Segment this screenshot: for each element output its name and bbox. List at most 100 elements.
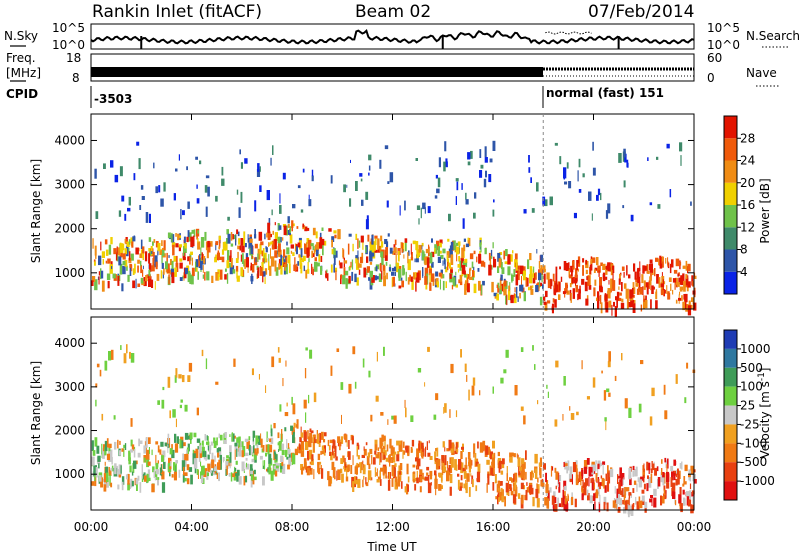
- velocity-cell: [291, 458, 293, 465]
- velocity-cell: [632, 503, 635, 508]
- power-cell: [632, 282, 635, 289]
- velocity-cell: [434, 470, 437, 476]
- velocity-cell: [365, 442, 368, 446]
- velocity-cell: [119, 440, 121, 445]
- power-cell: [626, 298, 629, 309]
- power-cell: [597, 291, 600, 301]
- velocity-cell: [121, 476, 125, 485]
- power-cell: [655, 291, 658, 300]
- power-cell: [175, 262, 179, 272]
- velocity-cell: [108, 467, 110, 473]
- power-cell: [289, 234, 293, 244]
- velocity-cell: [450, 448, 454, 453]
- power-cell: [355, 181, 358, 191]
- power-cell: [605, 210, 609, 219]
- power-cell: [307, 239, 312, 250]
- velocity-cell: [210, 470, 213, 476]
- velocity-cell: [281, 443, 285, 450]
- velocity-cell: [693, 479, 697, 484]
- velocity-cell: [418, 440, 421, 451]
- velocity-cell: [184, 432, 189, 440]
- velocity-cell: [426, 466, 430, 471]
- velocity-cell: [512, 482, 516, 487]
- power-cell: [660, 283, 664, 288]
- power-cell: [262, 271, 266, 277]
- velocity-cell: [603, 496, 607, 505]
- velocity-cell: [435, 393, 439, 401]
- power-cell: [199, 254, 201, 261]
- velocity-cell: [394, 479, 398, 490]
- power-cell: [312, 246, 315, 251]
- power-cell: [290, 250, 293, 254]
- power-cell: [424, 267, 429, 278]
- power-cell: [546, 272, 550, 280]
- power-cell: [244, 259, 246, 269]
- velocity-cell: [500, 481, 503, 486]
- power-cell: [175, 168, 178, 172]
- power-cell: [229, 255, 232, 262]
- power-cell: [584, 281, 588, 292]
- power-cell: [218, 256, 222, 260]
- velocity-cell: [536, 483, 538, 489]
- velocity-cell: [574, 498, 577, 508]
- power-cell: [292, 204, 296, 209]
- power-cell: [685, 260, 688, 271]
- velocity-cell: [597, 464, 599, 476]
- power-cell: [278, 263, 280, 270]
- power-cell: [369, 252, 373, 262]
- velocity-cell: [623, 494, 626, 505]
- power-cell: [421, 242, 424, 247]
- velocity-cell: [319, 461, 322, 465]
- velocity-cell: [204, 434, 207, 441]
- velocity-cell: [143, 472, 146, 476]
- power-cell: [401, 242, 404, 253]
- power-cell: [255, 256, 257, 263]
- power-cell: [455, 284, 458, 288]
- power-cell: [200, 237, 205, 248]
- velocity-cell: [546, 384, 548, 389]
- velocity-cell: [448, 439, 452, 451]
- velocity-cell: [167, 433, 170, 444]
- velocity-cell: [550, 465, 553, 477]
- power-cell: [265, 246, 267, 250]
- power-cell: [499, 278, 502, 290]
- power-cell: [368, 154, 372, 161]
- velocity-cell: [111, 465, 114, 472]
- velocity-cell: [532, 345, 534, 351]
- power-cell: [510, 294, 514, 304]
- power-cell: [200, 260, 203, 270]
- velocity-cell: [589, 467, 593, 473]
- velocity-cell: [594, 492, 599, 499]
- power-cell: [649, 263, 651, 271]
- velocity-cell: [169, 448, 173, 455]
- velocity-cell: [414, 484, 417, 491]
- power-cell: [280, 254, 282, 266]
- power-cell: [450, 241, 454, 251]
- power-cell: [465, 243, 470, 248]
- power-cell: [530, 177, 532, 183]
- xtick-label: 20:00: [576, 520, 611, 534]
- power-cell: [461, 183, 463, 190]
- power-cell: [232, 269, 236, 274]
- velocity-cell: [641, 489, 645, 494]
- power-cell: [127, 207, 131, 212]
- velocity-cell: [399, 463, 403, 471]
- velocity-cell: [273, 423, 276, 429]
- velocity-cell: [664, 457, 667, 463]
- power-cell: [386, 200, 389, 208]
- power-cell: [512, 250, 514, 254]
- power-cell: [676, 282, 680, 287]
- velocity-cell: [632, 488, 635, 493]
- power-cell: [496, 284, 499, 288]
- power-cell: [588, 285, 592, 290]
- power-cell: [499, 285, 502, 294]
- velocity-cell: [485, 445, 489, 455]
- velocity-cell: [501, 458, 505, 465]
- power-cell: [442, 248, 446, 254]
- velocity-cell: [606, 388, 610, 393]
- velocity-cell: [307, 430, 309, 440]
- power-cell: [630, 214, 634, 222]
- power-cell: [598, 270, 600, 277]
- power-cell: [111, 266, 113, 270]
- velocity-cell: [660, 472, 664, 483]
